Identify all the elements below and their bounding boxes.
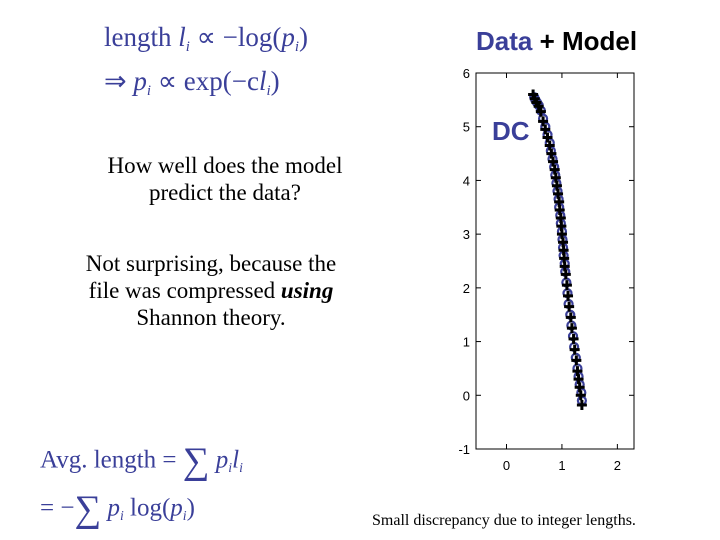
formula-bottom-line2: = −∑ pi log(pi) — [40, 489, 195, 530]
model-point-plus — [535, 106, 546, 117]
y-tick-label: 6 — [463, 66, 470, 81]
model-point-plus — [533, 101, 544, 112]
y-tick-label: 2 — [463, 281, 470, 296]
question-text: How well does the model predict the data… — [107, 153, 343, 205]
chart-title: Data + Model — [476, 26, 637, 56]
y-tick-label: -1 — [458, 442, 470, 457]
formula-bottom-line1: Avg. length = ∑ pili — [40, 441, 243, 482]
axis-ticks: -1 0 1 2 3 4 5 6 0 1 2 — [458, 66, 634, 473]
model-point-plus — [544, 140, 555, 151]
data-points — [528, 89, 587, 410]
model-point-plus — [569, 344, 580, 355]
formula-top-line2: ⇒ pi ∝ exp(−cli) — [104, 66, 280, 100]
model-point-plus — [566, 323, 577, 334]
answer-post: Shannon theory. — [136, 305, 286, 330]
model-point-plus — [540, 124, 551, 135]
model-point-plus — [563, 290, 574, 301]
answer-emphasis: using — [280, 278, 334, 303]
chart-annotation: DC — [492, 116, 530, 146]
model-point-plus — [561, 280, 572, 291]
model-point-plus — [571, 355, 582, 366]
chart-title-part: + Model — [532, 26, 637, 56]
answer-text: Not surprising, because the file was com… — [72, 250, 350, 331]
model-point-plus — [548, 156, 559, 167]
model-point-plus — [542, 132, 553, 143]
footnote: Small discrepancy due to integer lengths… — [372, 512, 636, 529]
y-tick-label: 1 — [463, 335, 470, 350]
x-tick-label: 2 — [614, 458, 621, 473]
plot-frame — [475, 72, 635, 450]
model-point-plus — [576, 399, 587, 410]
chart-title-part: Data — [476, 26, 533, 56]
model-point-plus — [568, 333, 579, 344]
x-tick-label: 0 — [503, 458, 510, 473]
model-point-plus — [560, 269, 571, 280]
answer-pre: Not surprising, because the file was com… — [85, 251, 337, 303]
model-point-plus — [538, 116, 549, 127]
model-point-plus — [564, 301, 575, 312]
y-tick-label: 4 — [463, 173, 470, 188]
y-tick-label: 5 — [463, 120, 470, 135]
model-point-plus — [575, 390, 586, 401]
model-point-plus — [565, 312, 576, 323]
y-tick-label: 3 — [463, 227, 470, 242]
y-tick-label: 0 — [463, 388, 470, 403]
model-point-plus — [546, 148, 557, 159]
formula-top-line1: length li ∝ −log(pi) — [104, 22, 309, 56]
x-tick-label: 1 — [558, 458, 565, 473]
